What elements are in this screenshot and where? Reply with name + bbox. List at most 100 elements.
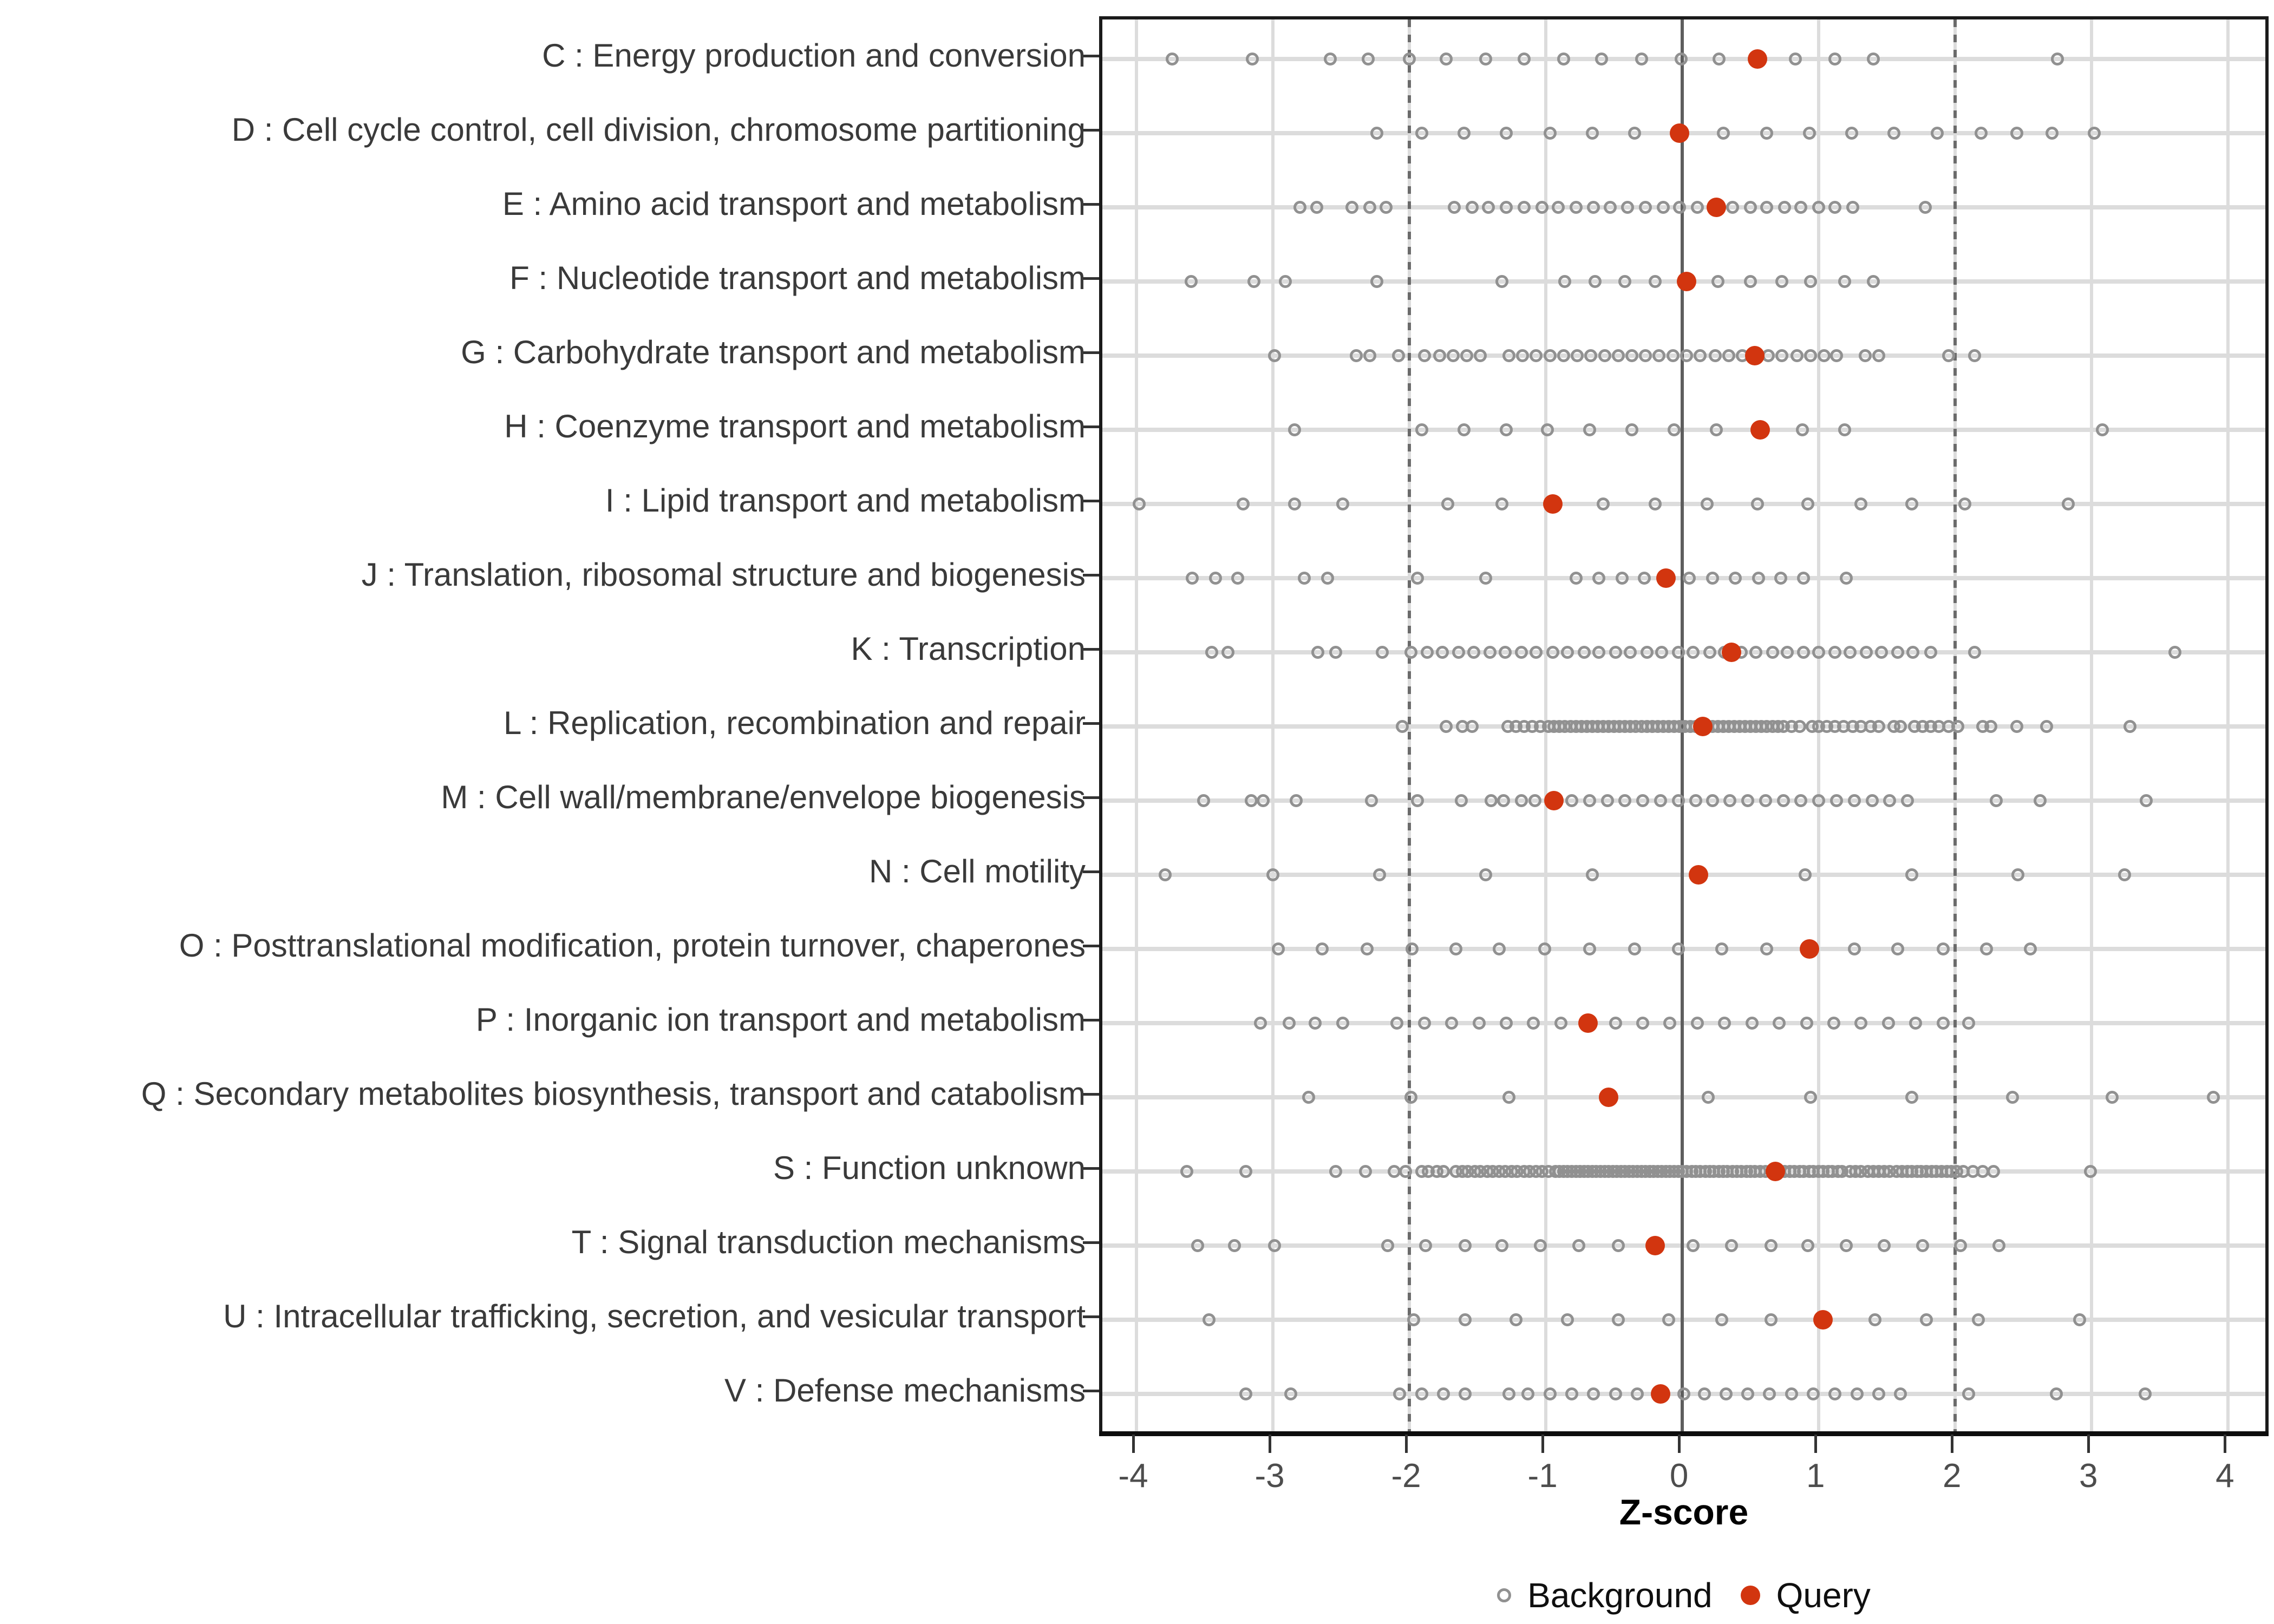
background-point <box>1828 1387 1842 1400</box>
category-label-N: N : Cell motility <box>868 853 1086 889</box>
query-point-V <box>1650 1384 1670 1404</box>
background-point <box>1583 942 1596 955</box>
background-point <box>2138 1387 2152 1400</box>
background-point <box>1715 942 1729 955</box>
background-point <box>2062 497 2075 510</box>
background-point <box>1278 275 1292 288</box>
background-point <box>1530 349 1543 362</box>
background-point <box>1459 1239 1472 1252</box>
background-point <box>1583 794 1596 807</box>
background-point <box>1284 1387 1297 1400</box>
background-point <box>1828 201 1842 214</box>
background-point <box>1345 201 1359 214</box>
query-point-Q <box>1599 1088 1619 1107</box>
background-point <box>1706 794 1719 807</box>
background-point <box>1639 349 1652 362</box>
background-point <box>1745 1017 1759 1030</box>
background-point <box>1500 423 1513 436</box>
background-point <box>1479 53 1493 66</box>
background-point <box>1839 572 1853 585</box>
x-tick-label-4: 4 <box>2216 1457 2234 1495</box>
background-point <box>1887 127 1900 140</box>
background-point <box>1702 1091 1715 1104</box>
query-point-N <box>1689 865 1709 885</box>
x-tick-2 <box>1951 1435 1954 1453</box>
background-point <box>1415 127 1428 140</box>
background-point <box>1637 572 1651 585</box>
background-point <box>1474 349 1487 362</box>
background-point <box>1795 423 1809 436</box>
background-point <box>1828 646 1842 659</box>
background-point <box>1766 646 1779 659</box>
background-point <box>1799 868 1812 881</box>
background-point <box>1391 349 1405 362</box>
query-point-M <box>1544 791 1564 810</box>
background-point <box>1794 794 1808 807</box>
background-point <box>1257 794 1270 807</box>
background-point <box>1812 646 1826 659</box>
background-point <box>1905 497 1918 510</box>
background-point <box>1624 646 1637 659</box>
background-point <box>1495 275 1509 288</box>
background-point <box>1668 423 1681 436</box>
background-point <box>1628 127 1641 140</box>
background-point <box>1359 1165 1373 1178</box>
y-tick-U <box>1083 1315 1099 1318</box>
background-point <box>1557 53 1570 66</box>
x-axis-line <box>1099 1431 2269 1436</box>
x-axis-title: Z-score <box>1619 1492 1749 1532</box>
background-point <box>1415 1387 1428 1400</box>
background-point <box>1828 53 1842 66</box>
background-point <box>1872 720 1886 733</box>
background-point <box>1454 794 1468 807</box>
background-point <box>1972 1313 1985 1326</box>
background-point <box>1690 201 1704 214</box>
background-point <box>1697 1387 1711 1400</box>
background-point <box>1592 572 1606 585</box>
category-label-P: P : Inorganic ion transport and metaboli… <box>475 1001 1086 1038</box>
background-point <box>1616 572 1629 585</box>
background-point <box>1962 1017 1976 1030</box>
background-point <box>1875 646 1889 659</box>
background-point <box>1309 1017 1322 1030</box>
background-point <box>1812 201 1826 214</box>
background-point <box>1662 1313 1675 1326</box>
background-point <box>1375 646 1389 659</box>
background-point <box>1502 1091 1516 1104</box>
background-point <box>1363 201 1376 214</box>
background-point <box>1546 646 1559 659</box>
background-point <box>1962 1387 1976 1400</box>
background-point <box>1793 720 1806 733</box>
background-point <box>1495 1239 1509 1252</box>
background-point <box>1460 349 1473 362</box>
background-point <box>1321 572 1334 585</box>
background-point <box>1800 1017 1813 1030</box>
background-point <box>1495 497 1509 510</box>
background-point <box>1794 201 1808 214</box>
x-tick--2 <box>1405 1435 1408 1453</box>
background-point <box>1247 275 1260 288</box>
background-point <box>1846 201 1860 214</box>
background-point <box>1987 1165 2000 1178</box>
background-point <box>1723 794 1737 807</box>
background-point <box>1329 1165 1342 1178</box>
query-point-T <box>1645 1236 1665 1255</box>
background-point <box>1417 1017 1431 1030</box>
category-label-H: H : Coenzyme transport and metabolism <box>504 408 1086 444</box>
background-point <box>1804 349 1818 362</box>
query-point-C <box>1747 49 1767 69</box>
background-point <box>1530 646 1543 659</box>
query-point-P <box>1578 1013 1598 1033</box>
background-point <box>1968 646 1981 659</box>
background-point <box>1336 1017 1349 1030</box>
background-point <box>1420 646 1434 659</box>
background-point <box>1584 349 1598 362</box>
background-point <box>1775 349 1789 362</box>
legend-item-background: Background <box>1497 1574 1713 1617</box>
background-point <box>1773 1017 1786 1030</box>
background-point <box>1540 423 1554 436</box>
background-point <box>1288 423 1302 436</box>
x-tick-1 <box>1814 1435 1818 1453</box>
background-point <box>1839 1239 1853 1252</box>
background-point <box>1493 942 1506 955</box>
